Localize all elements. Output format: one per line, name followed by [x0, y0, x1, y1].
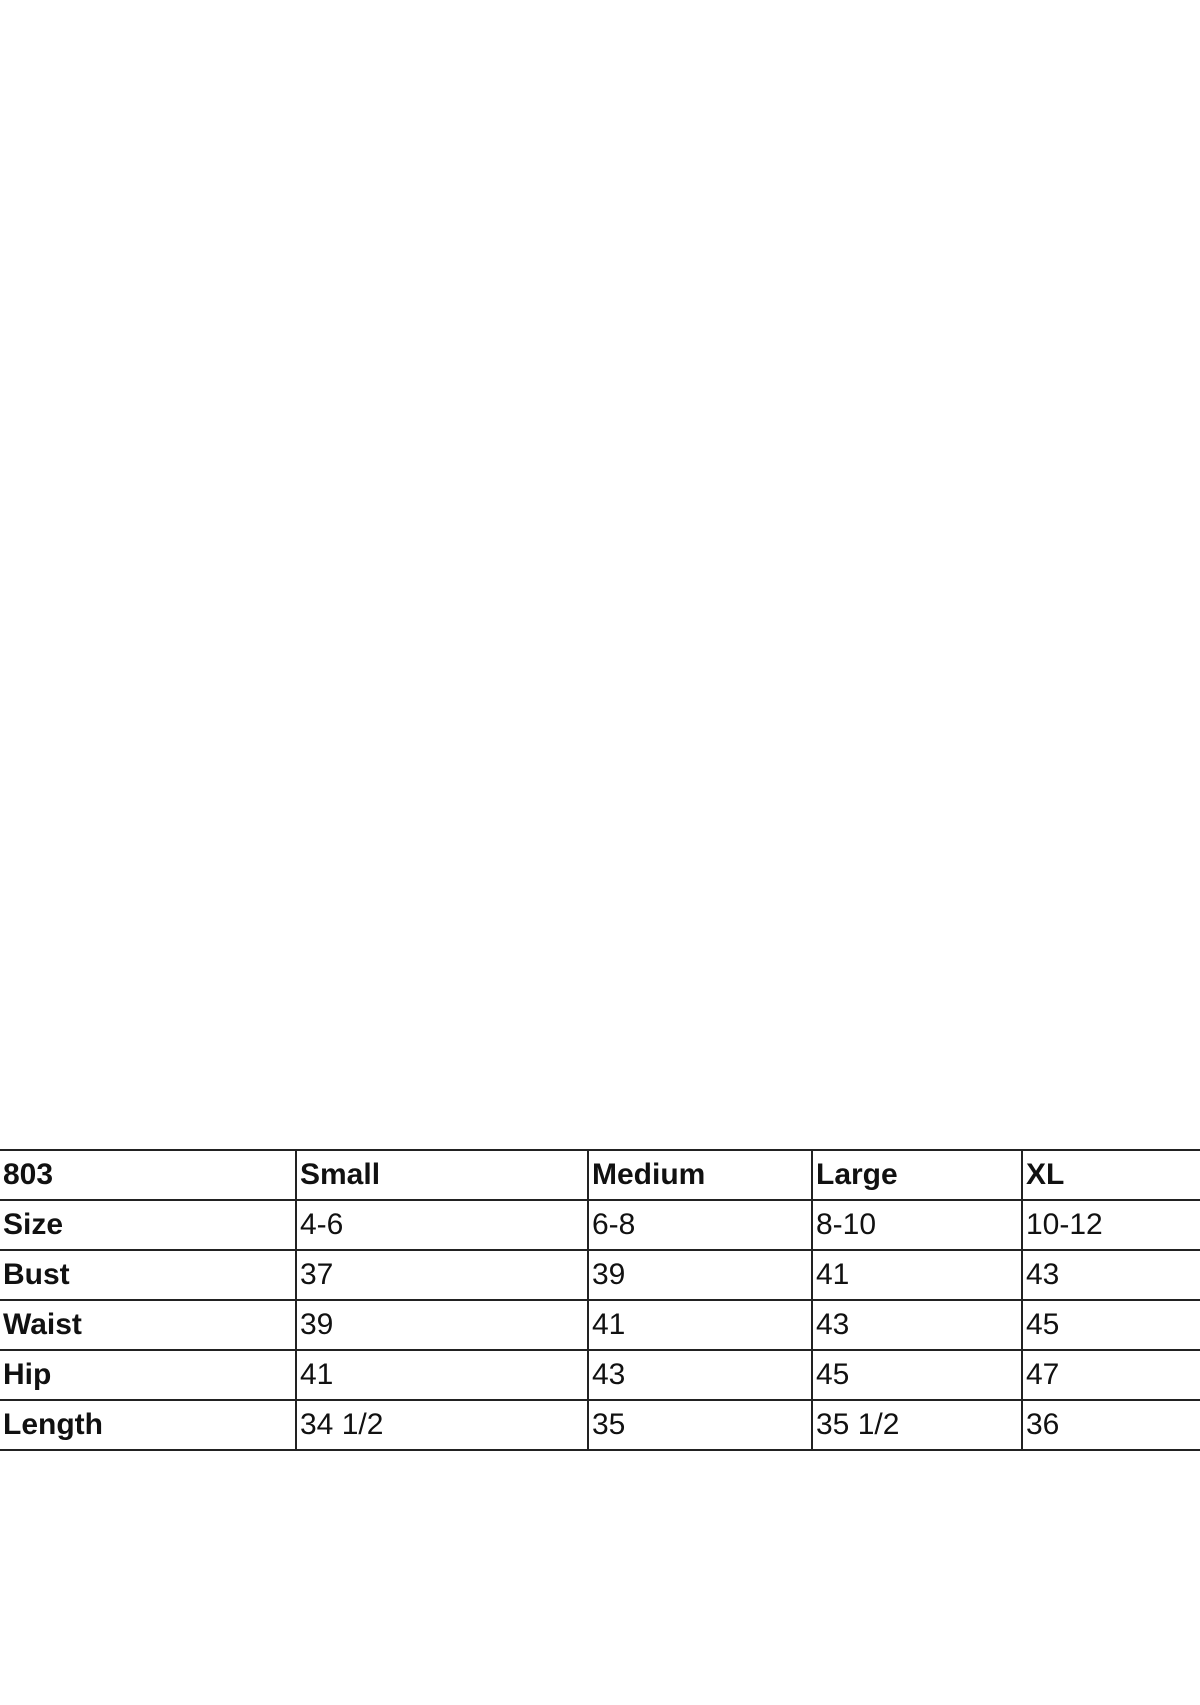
table-body: 803 Small Medium Large XL Size 4-6 6-8 8-10 10-12…: [0, 1149, 1200, 1451]
header-cell: Small: [295, 1149, 588, 1201]
row-label: Waist: [0, 1299, 296, 1351]
table-row: Hip 41 43 45 47: [0, 1349, 1200, 1401]
table-row: Length 34 1/2 35 35 1/2 36: [0, 1399, 1200, 1451]
table-cell: 43: [1021, 1249, 1200, 1301]
table-cell: 45: [1021, 1299, 1200, 1351]
header-cell: Medium: [587, 1149, 812, 1201]
table-row: Bust 37 39 41 43: [0, 1249, 1200, 1301]
header-row: 803 Small Medium Large XL: [0, 1149, 1200, 1201]
table-cell: 35 1/2: [811, 1399, 1022, 1451]
table-cell: 6-8: [587, 1199, 812, 1251]
table-cell: 39: [587, 1249, 812, 1301]
table-cell: 41: [811, 1249, 1022, 1301]
table-cell: 35: [587, 1399, 812, 1451]
size-chart-table: 803 Small Medium Large XL Size 4-6 6-8 8-10 10-12…: [0, 1149, 1200, 1451]
row-label: Bust: [0, 1249, 296, 1301]
table-cell: 47: [1021, 1349, 1200, 1401]
table-cell: 8-10: [811, 1199, 1022, 1251]
table-cell: 45: [811, 1349, 1022, 1401]
table-cell: 37: [295, 1249, 588, 1301]
header-cell: 803: [0, 1149, 296, 1201]
row-label: Length: [0, 1399, 296, 1451]
table-cell: 41: [295, 1349, 588, 1401]
table-cell: 4-6: [295, 1199, 588, 1251]
table-cell: 39: [295, 1299, 588, 1351]
table-cell: 10-12: [1021, 1199, 1200, 1251]
table-row: Waist 39 41 43 45: [0, 1299, 1200, 1351]
table-cell: 41: [587, 1299, 812, 1351]
table-cell: 34 1/2: [295, 1399, 588, 1451]
header-cell: Large: [811, 1149, 1022, 1201]
table-cell: 36: [1021, 1399, 1200, 1451]
row-label: Hip: [0, 1349, 296, 1401]
header-cell: XL: [1021, 1149, 1200, 1201]
table-row: Size 4-6 6-8 8-10 10-12: [0, 1199, 1200, 1251]
table-cell: 43: [587, 1349, 812, 1401]
row-label: Size: [0, 1199, 296, 1251]
table-cell: 43: [811, 1299, 1022, 1351]
